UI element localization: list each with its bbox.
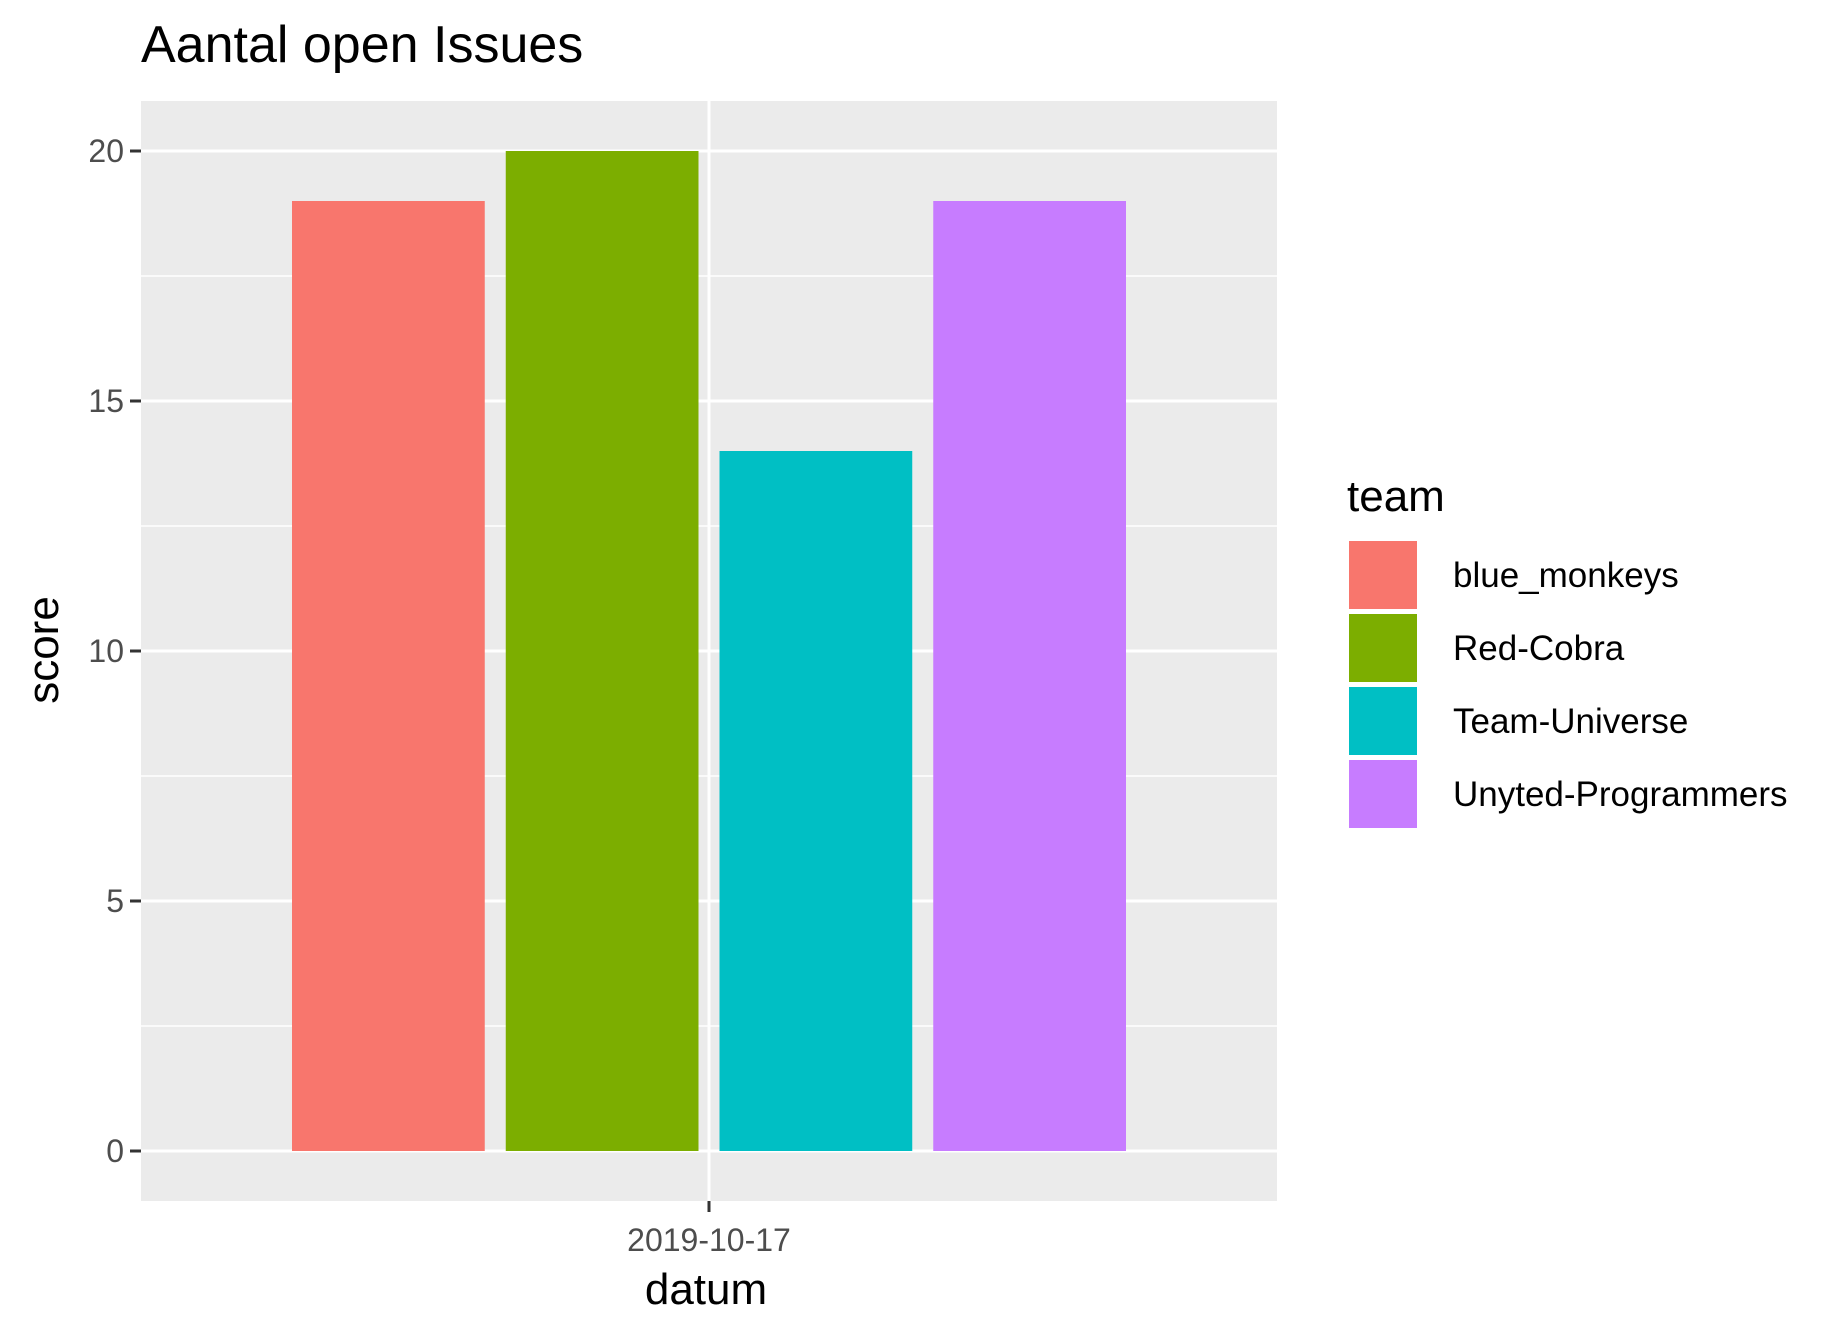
- bar-team-universe: [719, 451, 913, 1151]
- y-tick-label: 0: [106, 1133, 124, 1169]
- y-tick-label: 10: [88, 633, 124, 669]
- legend-key-unyted-programmers: [1349, 760, 1417, 828]
- axes: 0 5 10 15 20 2019-10-17: [88, 133, 790, 1258]
- y-tick-label: 15: [88, 383, 124, 419]
- y-tick-label: 20: [88, 133, 124, 169]
- y-axis-title: score: [19, 596, 68, 704]
- legend-key-team-universe: [1349, 687, 1417, 755]
- bars: [292, 151, 1126, 1151]
- chart-title: Aantal open Issues: [141, 16, 583, 74]
- legend-title: team: [1347, 472, 1445, 521]
- legend: team blue_monkeys Red-Cobra Team-Universe U…: [1347, 472, 1788, 828]
- legend-items: blue_monkeys Red-Cobra Team-Universe Unyted…: [1349, 541, 1788, 828]
- plot-panel: [141, 101, 1277, 1201]
- legend-label: Unyted-Programmers: [1453, 775, 1788, 814]
- bar-red-cobra: [505, 151, 699, 1151]
- x-axis-title: datum: [645, 1265, 767, 1314]
- legend-key-red-cobra: [1349, 614, 1417, 682]
- legend-key-blue_monkeys: [1349, 541, 1417, 609]
- legend-label: blue_monkeys: [1453, 556, 1679, 595]
- bar-blue_monkeys: [292, 201, 485, 1151]
- legend-label: Red-Cobra: [1453, 629, 1625, 668]
- x-tick-label: 2019-10-17: [627, 1222, 791, 1258]
- bar-unyted-programmers: [933, 201, 1126, 1151]
- legend-label: Team-Universe: [1453, 702, 1688, 741]
- y-tick-label: 5: [106, 883, 124, 919]
